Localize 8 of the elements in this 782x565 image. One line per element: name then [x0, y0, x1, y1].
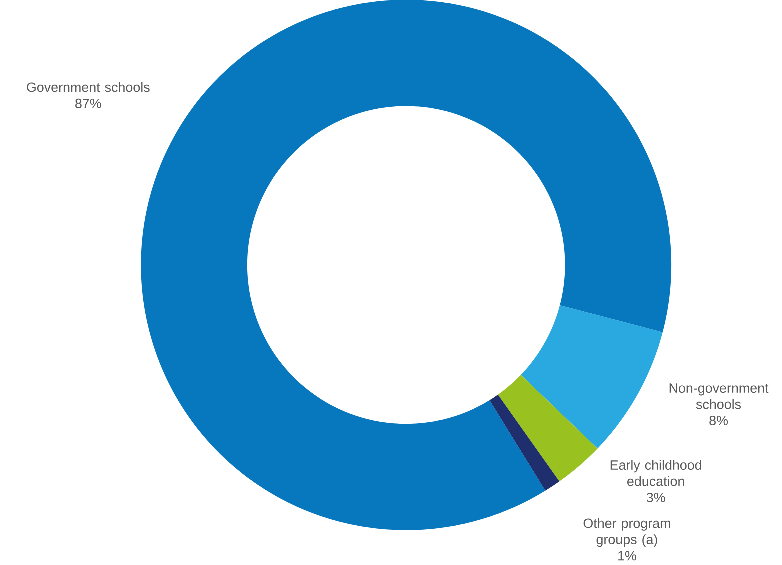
slice-label: Early childhood education	[610, 460, 702, 486]
data-label: 3%	[646, 492, 666, 502]
data-label: 1%	[618, 551, 636, 561]
data-label: 8%	[710, 416, 728, 426]
slice-label: Non-government schools	[670, 384, 769, 410]
slice-label: Other program groups (a)	[584, 518, 670, 548]
slice-label: Government schools	[27, 82, 150, 92]
data-label: 87%	[76, 98, 102, 108]
